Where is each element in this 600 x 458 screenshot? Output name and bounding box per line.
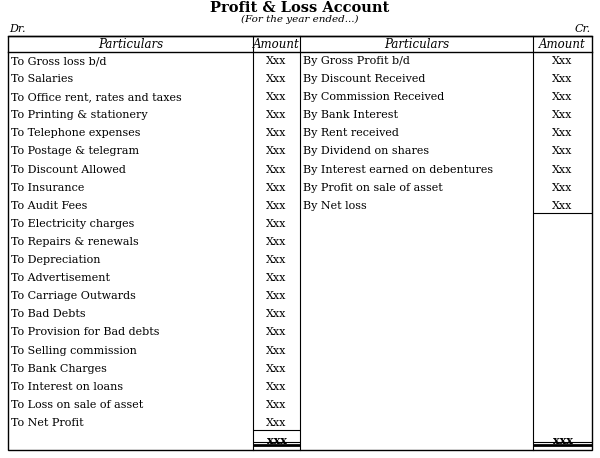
Text: To Audit Fees: To Audit Fees [11, 201, 88, 211]
Text: Xxx: Xxx [266, 345, 287, 355]
Text: (For the year ended...): (For the year ended...) [241, 15, 359, 23]
Text: Xxx: Xxx [553, 183, 572, 193]
Text: Cr.: Cr. [575, 24, 591, 34]
Text: By Bank Interest: By Bank Interest [303, 110, 398, 120]
Text: Xxx: Xxx [266, 237, 287, 247]
Text: To Office rent, rates and taxes: To Office rent, rates and taxes [11, 92, 182, 102]
Text: Xxx: Xxx [266, 219, 287, 229]
Text: To Bad Debts: To Bad Debts [11, 309, 86, 319]
Text: Xxx: Xxx [266, 327, 287, 338]
Text: To Selling commission: To Selling commission [11, 345, 137, 355]
Text: Xxx: Xxx [266, 382, 287, 392]
Text: Amount: Amount [253, 38, 300, 50]
Text: To Discount Allowed: To Discount Allowed [11, 164, 126, 174]
Text: Xxx: Xxx [266, 255, 287, 265]
Text: Xxx: Xxx [553, 147, 572, 157]
Text: By Net loss: By Net loss [303, 201, 367, 211]
Text: Xxx: Xxx [266, 309, 287, 319]
Text: To Telephone expenses: To Telephone expenses [11, 128, 140, 138]
Text: By Rent received: By Rent received [303, 128, 399, 138]
Text: Xxx: Xxx [266, 56, 287, 66]
Text: Particulars: Particulars [384, 38, 449, 50]
Text: By Profit on sale of asset: By Profit on sale of asset [303, 183, 443, 193]
Text: To Printing & stationery: To Printing & stationery [11, 110, 148, 120]
Text: Xxx: Xxx [266, 183, 287, 193]
Text: Xxx: Xxx [553, 110, 572, 120]
Text: Xxx: Xxx [266, 164, 287, 174]
Text: To Electricity charges: To Electricity charges [11, 219, 134, 229]
Text: Xxx: Xxx [266, 291, 287, 301]
Text: Xxx: Xxx [266, 74, 287, 84]
Text: To Carriage Outwards: To Carriage Outwards [11, 291, 136, 301]
Text: Xxx: Xxx [266, 201, 287, 211]
Text: Xxx: Xxx [553, 164, 572, 174]
Text: By Commission Received: By Commission Received [303, 92, 444, 102]
Text: To Repairs & renewals: To Repairs & renewals [11, 237, 139, 247]
Text: To Bank Charges: To Bank Charges [11, 364, 107, 374]
Text: Xxx: Xxx [266, 364, 287, 374]
Text: By Dividend on shares: By Dividend on shares [303, 147, 429, 157]
Text: Profit & Loss Account: Profit & Loss Account [211, 1, 389, 15]
Text: Particulars: Particulars [98, 38, 163, 50]
Text: Xxx: Xxx [553, 74, 572, 84]
Text: Xxx: Xxx [266, 92, 287, 102]
Text: To Provision for Bad debts: To Provision for Bad debts [11, 327, 160, 338]
Text: Xxx: Xxx [266, 273, 287, 283]
Text: By Discount Received: By Discount Received [303, 74, 425, 84]
Text: Xxx: Xxx [266, 128, 287, 138]
Text: xxx: xxx [266, 436, 286, 447]
Text: Amount: Amount [539, 38, 586, 50]
Text: To Loss on sale of asset: To Loss on sale of asset [11, 400, 143, 410]
Text: To Interest on loans: To Interest on loans [11, 382, 123, 392]
Text: To Salaries: To Salaries [11, 74, 73, 84]
Text: Xxx: Xxx [266, 418, 287, 428]
Text: Xxx: Xxx [553, 128, 572, 138]
Text: Xxx: Xxx [553, 56, 572, 66]
Text: By Interest earned on debentures: By Interest earned on debentures [303, 164, 493, 174]
Text: To Net Profit: To Net Profit [11, 418, 83, 428]
Text: To Depreciation: To Depreciation [11, 255, 101, 265]
Text: Xxx: Xxx [553, 201, 572, 211]
Text: Xxx: Xxx [553, 92, 572, 102]
Text: Xxx: Xxx [266, 400, 287, 410]
Text: Xxx: Xxx [266, 147, 287, 157]
Text: By Gross Profit b/d: By Gross Profit b/d [303, 56, 410, 66]
Text: To Advertisement: To Advertisement [11, 273, 110, 283]
Text: Xxx: Xxx [266, 110, 287, 120]
Text: To Postage & telegram: To Postage & telegram [11, 147, 139, 157]
Text: To Insurance: To Insurance [11, 183, 85, 193]
Text: xxx: xxx [553, 436, 572, 447]
Text: To Gross loss b/d: To Gross loss b/d [11, 56, 107, 66]
Text: Dr.: Dr. [9, 24, 25, 34]
